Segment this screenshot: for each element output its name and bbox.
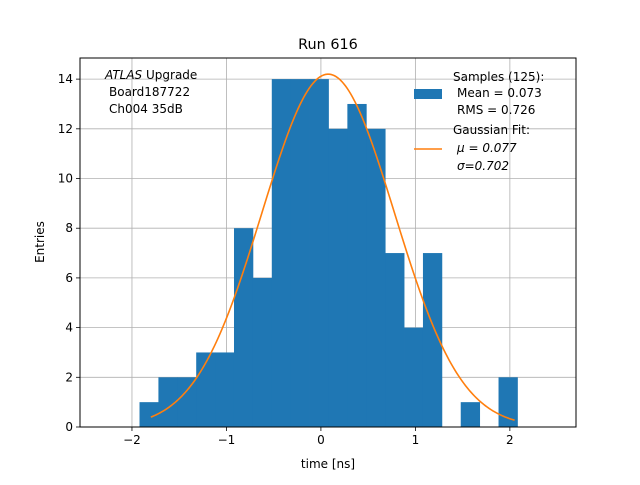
- histogram-bar: [404, 327, 424, 427]
- histogram-bar: [366, 128, 386, 427]
- histogram-bar: [498, 377, 518, 427]
- histogram-bar: [309, 79, 329, 427]
- plot-frame: [79, 57, 577, 428]
- y-tick-label: 6: [65, 271, 73, 285]
- x-axis-ticks: −2 −1 0 1 2: [123, 427, 514, 447]
- x-tick-label: 2: [506, 433, 514, 447]
- y-tick-label: 12: [58, 122, 73, 136]
- y-tick-label: 4: [65, 321, 73, 335]
- histogram-bar: [252, 277, 273, 427]
- fit-curve: [150, 73, 515, 421]
- legend-fit-line-2: μ = 0.077: [456, 141, 517, 155]
- y-tick-label: 0: [65, 420, 73, 434]
- histogram-bars: [139, 79, 518, 427]
- legend-samples-line-1: Samples (125):: [453, 70, 544, 84]
- annotation-line-3: Ch004 35dB: [109, 102, 183, 116]
- x-tick-label: −1: [218, 433, 236, 447]
- annotation-text: ATLAS Upgrade Board187722 Ch004 35dB: [104, 68, 197, 116]
- y-tick-label: 10: [58, 172, 73, 186]
- y-axis-ticks: 0 2 4 6 8 10 12 14: [58, 72, 80, 434]
- legend-samples-line-2: Mean = 0.073: [457, 86, 542, 100]
- histogram-bar: [215, 352, 235, 427]
- annotation-line-1: ATLAS Upgrade: [104, 68, 197, 82]
- histogram-bar: [385, 253, 405, 427]
- legend-fit-line-1: Gaussian Fit:: [453, 123, 530, 137]
- histogram-bar: [422, 253, 443, 427]
- histogram-bar: [347, 103, 367, 427]
- gaussian-fit: [150, 73, 515, 421]
- histogram-bar: [290, 79, 310, 427]
- legend-samples-line-3: RMS = 0.726: [457, 103, 535, 117]
- y-tick-label: 2: [65, 370, 73, 384]
- x-axis-label: time [ns]: [301, 457, 355, 471]
- annotation-text-1: Upgrade: [142, 68, 197, 82]
- y-tick-label: 8: [65, 221, 73, 235]
- legend-samples-swatch: [414, 89, 442, 99]
- histogram-bar: [460, 402, 481, 427]
- histogram-bar: [158, 377, 178, 427]
- histogram-bar: [233, 228, 254, 427]
- histogram-bar: [139, 402, 159, 427]
- x-tick-label: 1: [412, 433, 420, 447]
- histogram-bar: [328, 128, 348, 427]
- y-tick-label: 14: [58, 72, 73, 86]
- x-tick-label: −2: [123, 433, 141, 447]
- legend: Samples (125): Mean = 0.073 RMS = 0.726 …: [414, 70, 544, 173]
- histogram-bar: [177, 377, 197, 427]
- legend-fit-line-3: σ=0.702: [457, 159, 509, 173]
- y-axis-label: Entries: [33, 221, 47, 263]
- annotation-italic: ATLAS: [104, 68, 143, 82]
- x-tick-label: 0: [317, 433, 325, 447]
- chart-title: Run 616: [298, 37, 358, 53]
- annotation-line-2: Board187722: [109, 85, 190, 99]
